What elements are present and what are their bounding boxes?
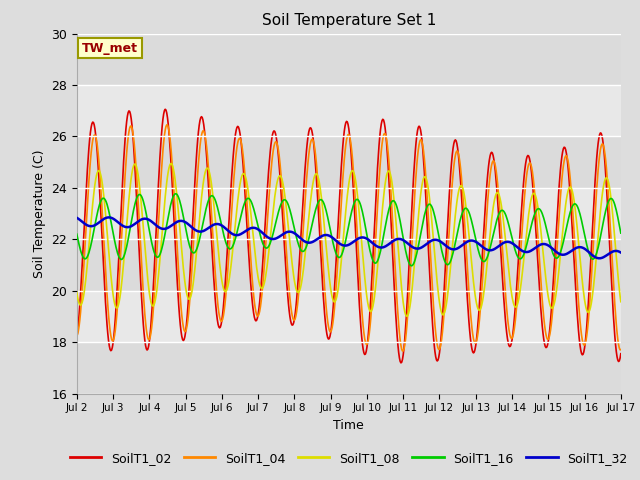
Title: Soil Temperature Set 1: Soil Temperature Set 1 (262, 13, 436, 28)
Text: TW_met: TW_met (82, 42, 138, 55)
Y-axis label: Soil Temperature (C): Soil Temperature (C) (33, 149, 45, 278)
Bar (77, 342, 621, 394)
X-axis label: Time: Time (333, 419, 364, 432)
Bar (77, 34, 621, 85)
Bar (77, 240, 621, 291)
Legend: SoilT1_02, SoilT1_04, SoilT1_08, SoilT1_16, SoilT1_32: SoilT1_02, SoilT1_04, SoilT1_08, SoilT1_… (65, 447, 633, 469)
Bar (77, 136, 621, 188)
